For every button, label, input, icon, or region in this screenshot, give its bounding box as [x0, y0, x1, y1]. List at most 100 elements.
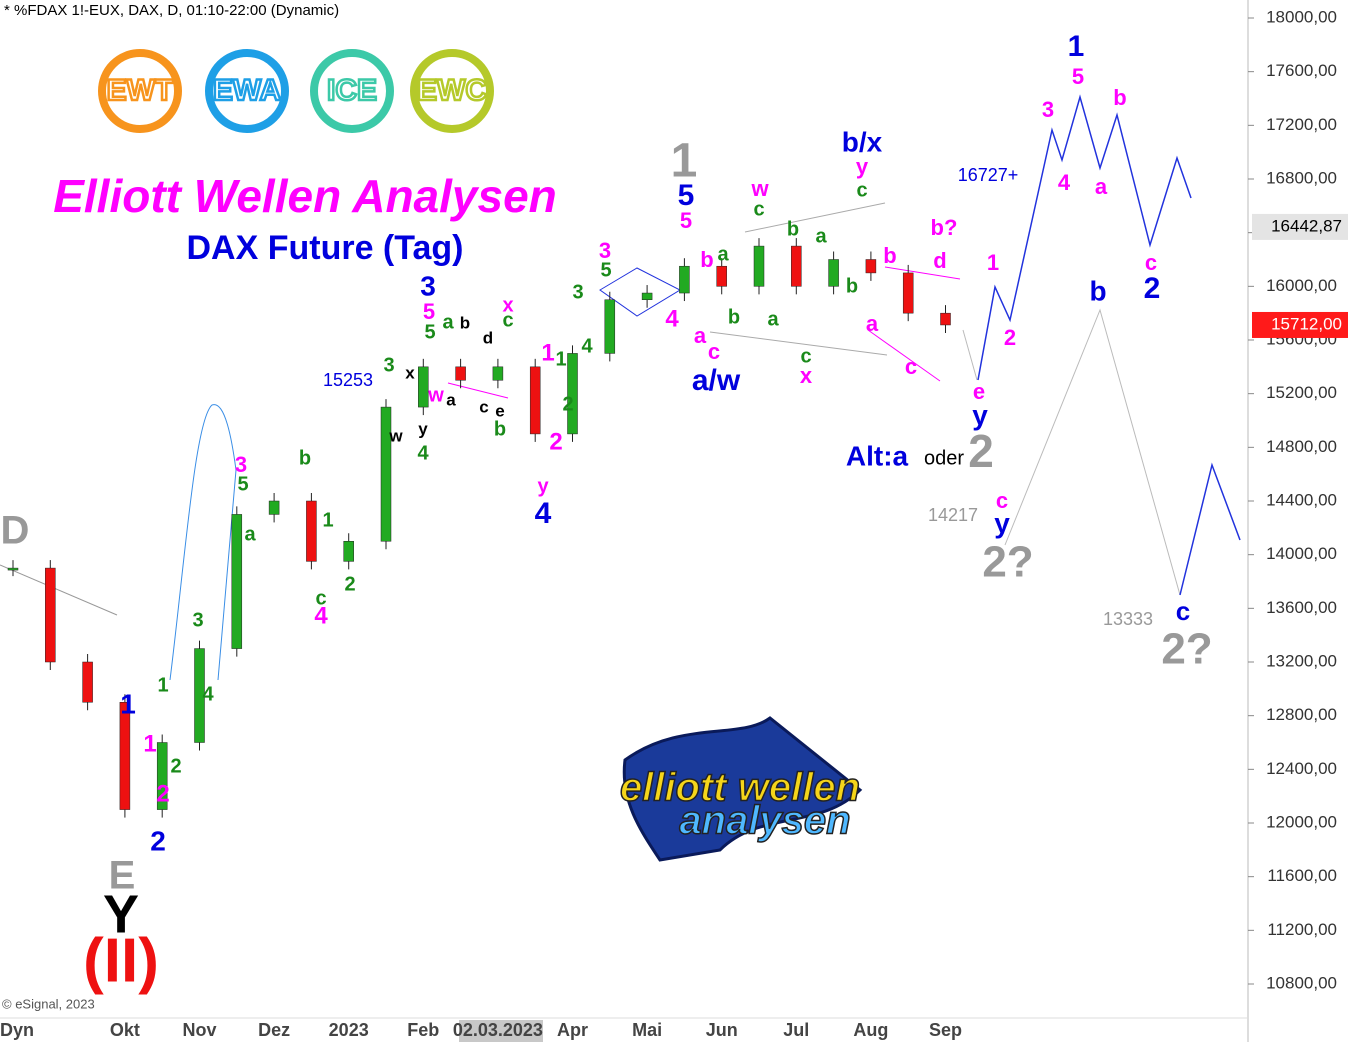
- wave-label: c: [1176, 596, 1190, 626]
- candle: [45, 567, 56, 663]
- wave-label: 15253: [323, 370, 373, 390]
- candle: [231, 514, 243, 649]
- wave-label: y: [994, 507, 1010, 538]
- chart-title: Elliott Wellen Analysen: [53, 170, 557, 222]
- wave-label: w: [388, 426, 403, 445]
- wave-label: c: [315, 587, 326, 609]
- candle: [567, 353, 578, 435]
- wave-label: c: [996, 488, 1008, 513]
- wave-label: 1: [143, 730, 156, 757]
- price-marker-label: 15712,00: [1271, 314, 1342, 333]
- candle: [641, 292, 653, 300]
- x-tick-label: Nov: [182, 1020, 216, 1040]
- x-tick-label: Mai: [632, 1020, 662, 1040]
- candle: [791, 245, 802, 287]
- wave-label: a: [815, 225, 827, 247]
- badge-ring: [98, 49, 182, 133]
- indicator-line: [169, 404, 237, 681]
- wave-label: 4: [1058, 170, 1071, 195]
- logo-text: analysen: [679, 799, 850, 843]
- wave-label: e: [973, 379, 985, 404]
- wave-label: x: [800, 363, 813, 388]
- badge-ring: [310, 49, 394, 133]
- x-tick-label: Jun: [706, 1020, 738, 1040]
- chart-subtitle: DAX Future (Tag): [186, 229, 463, 267]
- wave-label: c: [800, 345, 811, 367]
- credit: © eSignal, 2023: [2, 996, 95, 1011]
- header: * %FDAX 1!-EUX, DAX, D, 01:10-22:00 (Dyn…: [4, 2, 339, 19]
- crosshair-box: [459, 1020, 543, 1042]
- candle: [455, 366, 466, 381]
- y-tick-label: 14800,00: [1266, 437, 1337, 456]
- y-tick-label: 11600,00: [1267, 866, 1337, 885]
- wave-label: a: [244, 523, 256, 545]
- wave-label: 1: [671, 135, 698, 188]
- wave-label: 1: [1068, 30, 1085, 63]
- candle: [865, 259, 877, 274]
- candle: [380, 406, 392, 542]
- wave-label: y: [537, 475, 549, 497]
- trend-line: [0, 564, 118, 616]
- wave-label: 1: [120, 688, 136, 719]
- y-tick-label: 17600,00: [1266, 61, 1337, 80]
- wave-label: b?: [931, 215, 958, 240]
- wave-label: a: [694, 323, 707, 348]
- wave-label: 5: [678, 179, 695, 212]
- y-tick-label: 17200,00: [1266, 115, 1337, 134]
- candle: [268, 500, 280, 515]
- candle: [194, 648, 205, 743]
- wave-label: a: [442, 311, 454, 333]
- wave-label: c: [479, 397, 488, 416]
- wave-label: a: [767, 308, 779, 330]
- x-tick-label: Apr: [557, 1020, 588, 1040]
- wave-label: 1: [541, 339, 554, 366]
- candle: [7, 567, 19, 571]
- wave-label: b: [787, 218, 799, 240]
- y-tick-label: 11200,00: [1267, 920, 1337, 939]
- candle: [902, 272, 914, 314]
- wave-label: 2: [968, 425, 994, 477]
- candle: [492, 366, 504, 381]
- wave-label: b/x: [842, 126, 883, 157]
- projection-line: [977, 94, 1241, 596]
- wave-label: a: [717, 243, 729, 265]
- wave-label: d: [933, 248, 946, 273]
- badge-ring: [205, 49, 289, 133]
- price-marker-label: 16442,87: [1271, 216, 1342, 235]
- wave-label: 3: [1042, 97, 1054, 122]
- wave-label: a: [1095, 174, 1108, 199]
- wave-label: b: [494, 418, 506, 440]
- wave-label: c: [502, 309, 513, 331]
- wave-label: 5: [680, 208, 692, 233]
- wave-label: a: [446, 390, 456, 409]
- wave-label: d: [483, 328, 493, 347]
- wave-label: 1: [555, 348, 566, 370]
- wave-label: 2: [170, 755, 181, 777]
- badge-label: EWC: [417, 74, 487, 107]
- wave-label: 4: [314, 602, 328, 629]
- channel-line: [447, 266, 961, 399]
- x-tick-label: 2023: [329, 1020, 369, 1040]
- wave-label: 3: [383, 354, 394, 376]
- wave-label: w: [750, 176, 769, 201]
- wave-label: 4: [581, 335, 593, 357]
- wave-label: c: [905, 354, 917, 379]
- x-tick-label: Aug: [853, 1020, 888, 1040]
- candle: [306, 500, 317, 562]
- y-tick-label: 16000,00: [1266, 276, 1337, 295]
- candle: [119, 702, 131, 810]
- wave-label: b: [728, 306, 740, 328]
- y-tick-label: 14000,00: [1266, 544, 1337, 563]
- corner-label: Dyn: [0, 1020, 34, 1040]
- y-tick-label: 12400,00: [1266, 759, 1337, 778]
- wave-label: Y: [103, 884, 139, 944]
- wave-label: 14217: [928, 505, 978, 525]
- wave-label: e: [495, 401, 504, 420]
- candle: [828, 259, 839, 287]
- wave-label: 1: [157, 674, 168, 696]
- wave-label: 2?: [982, 538, 1033, 587]
- price-marker: [1252, 213, 1348, 240]
- triangle-line: [709, 202, 888, 356]
- wave-label: 3: [235, 452, 247, 477]
